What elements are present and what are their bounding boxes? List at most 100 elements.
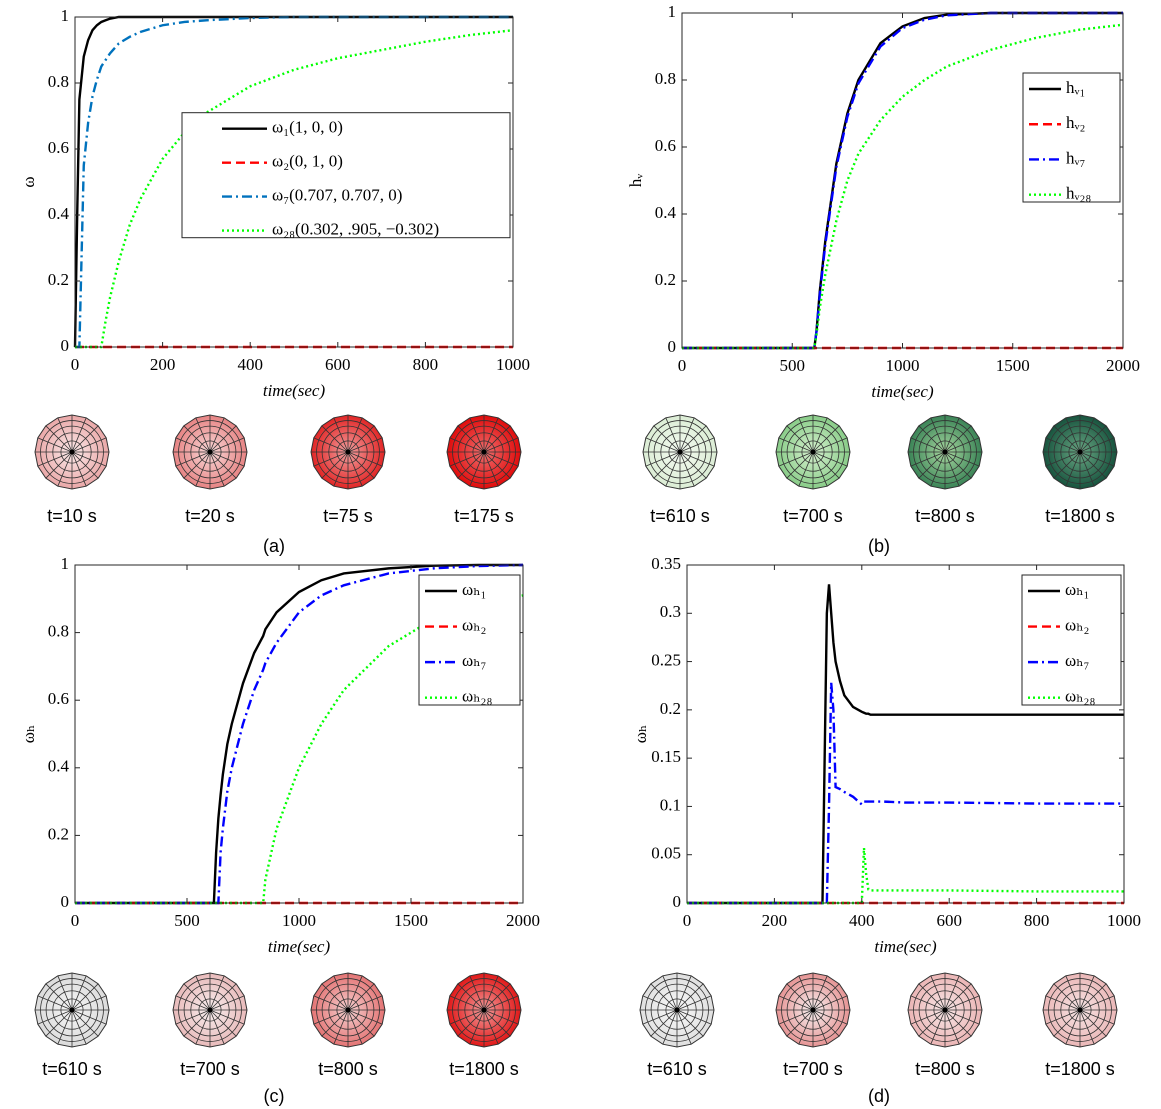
y-tick-label: 0 [673, 892, 682, 911]
legend-label: ωₕ₁ [462, 580, 486, 599]
y-axis-label: ωₕ [631, 725, 650, 744]
y-tick-label: 0.6 [655, 136, 676, 155]
sphere-snapshot [447, 415, 521, 489]
sphere-snapshot [35, 415, 109, 489]
x-tick-label: 800 [413, 355, 439, 374]
panel-caption: (d) [868, 1086, 890, 1106]
snapshot-label: t=1800 s [449, 1059, 519, 1079]
x-axis-label: time(sec) [268, 937, 331, 956]
y-tick-label: 0.2 [655, 270, 676, 289]
y-tick-label: 0 [61, 892, 70, 911]
x-tick-label: 400 [237, 355, 263, 374]
x-tick-label: 500 [780, 356, 806, 375]
snapshot-label: t=700 s [180, 1059, 240, 1079]
sphere-snapshot [173, 415, 247, 489]
y-tick-label: 0.8 [48, 622, 69, 641]
y-axis-label: hᵥ [626, 173, 645, 188]
snapshot-label: t=1800 s [1045, 506, 1115, 526]
snapshot-label: t=75 s [323, 506, 373, 526]
y-tick-label: 0.6 [48, 689, 69, 708]
sphere-snapshot [447, 973, 521, 1047]
x-axis-label: time(sec) [263, 381, 326, 400]
snapshot-label: t=610 s [650, 506, 710, 526]
y-tick-label: 0.1 [660, 795, 681, 814]
snapshot-label: t=700 s [783, 1059, 843, 1079]
x-tick-label: 400 [849, 911, 875, 930]
snapshot-label: t=610 s [647, 1059, 707, 1079]
legend-label: hᵥ₁ [1066, 78, 1085, 97]
x-tick-label: 2000 [506, 911, 540, 930]
sphere-snapshot [173, 973, 247, 1047]
panel-caption: (b) [868, 536, 890, 556]
panel-caption: (c) [264, 1086, 285, 1106]
y-tick-label: 0.4 [48, 757, 70, 776]
x-tick-label: 1000 [496, 355, 530, 374]
snapshot-label: t=800 s [915, 506, 975, 526]
snapshot-label: t=20 s [185, 506, 235, 526]
x-tick-label: 600 [936, 911, 962, 930]
panel-caption: (a) [263, 536, 285, 556]
y-axis-label: ω [19, 176, 38, 187]
x-tick-label: 0 [71, 911, 80, 930]
snapshot-label: t=700 s [783, 506, 843, 526]
sphere-snapshot [908, 415, 982, 489]
y-tick-label: 0.8 [655, 69, 676, 88]
snapshot-label: t=10 s [47, 506, 97, 526]
sphere-snapshot [311, 973, 385, 1047]
x-tick-label: 500 [174, 911, 200, 930]
legend-label: ωₕ₂ [462, 615, 486, 634]
data-line [687, 848, 1124, 903]
legend-label: ωₕ₂ [1065, 615, 1089, 634]
y-tick-label: 1 [61, 6, 70, 25]
sphere-snapshot [35, 973, 109, 1047]
legend-label: ω₂₈(0.302, .905, −0.302) [272, 219, 439, 238]
snapshot-label: t=800 s [318, 1059, 378, 1079]
x-axis-label: time(sec) [874, 937, 937, 956]
legend-label: ω₁(1, 0, 0) [272, 118, 343, 137]
y-tick-label: 0.2 [48, 270, 69, 289]
x-tick-label: 1500 [996, 356, 1030, 375]
legend-label: ωₕ₇ [1065, 651, 1090, 670]
x-tick-label: 800 [1024, 911, 1050, 930]
y-axis-label: ωₕ [19, 725, 38, 744]
y-tick-label: 0.4 [48, 204, 70, 223]
x-tick-label: 1000 [886, 356, 920, 375]
y-tick-label: 1 [61, 554, 70, 573]
y-tick-label: 0.35 [651, 554, 681, 573]
sphere-snapshot [908, 973, 982, 1047]
x-tick-label: 600 [325, 355, 351, 374]
y-tick-label: 0.2 [660, 699, 681, 718]
sphere-snapshot [311, 415, 385, 489]
legend-label: ω₇(0.707, 0.707, 0) [272, 186, 402, 205]
x-tick-label: 2000 [1106, 356, 1140, 375]
sphere-snapshot [1043, 973, 1117, 1047]
x-tick-label: 200 [150, 355, 176, 374]
y-tick-label: 0.3 [660, 602, 681, 621]
sphere-snapshot [643, 415, 717, 489]
legend-label: ωₕ₁ [1065, 580, 1089, 599]
legend-label: ω₂(0, 1, 0) [272, 152, 343, 171]
sphere-snapshot [1043, 415, 1117, 489]
legend-label: ωₕ₂₈ [462, 687, 492, 706]
x-tick-label: 0 [683, 911, 692, 930]
snapshot-label: t=1800 s [1045, 1059, 1115, 1079]
snapshot-label: t=800 s [915, 1059, 975, 1079]
legend-label: hᵥ₂₈ [1066, 184, 1091, 203]
y-tick-label: 0 [668, 337, 677, 356]
sphere-snapshot [776, 973, 850, 1047]
snapshot-label: t=175 s [454, 506, 514, 526]
legend-label: ωₕ₂₈ [1065, 687, 1095, 706]
legend-label: ωₕ₇ [462, 651, 487, 670]
legend-label: hᵥ₂ [1066, 113, 1085, 132]
snapshot-label: t=610 s [42, 1059, 102, 1079]
y-tick-label: 0.15 [651, 747, 681, 766]
y-tick-label: 0.8 [48, 72, 69, 91]
figure: 0200400600800100000.20.40.60.81time(sec)… [0, 0, 1161, 1109]
x-tick-label: 0 [71, 355, 80, 374]
y-tick-label: 0 [61, 336, 70, 355]
legend-label: hᵥ₇ [1066, 148, 1085, 167]
y-tick-label: 0.6 [48, 138, 69, 157]
x-axis-label: time(sec) [871, 382, 934, 401]
y-tick-label: 0.4 [655, 203, 677, 222]
x-tick-label: 200 [762, 911, 788, 930]
